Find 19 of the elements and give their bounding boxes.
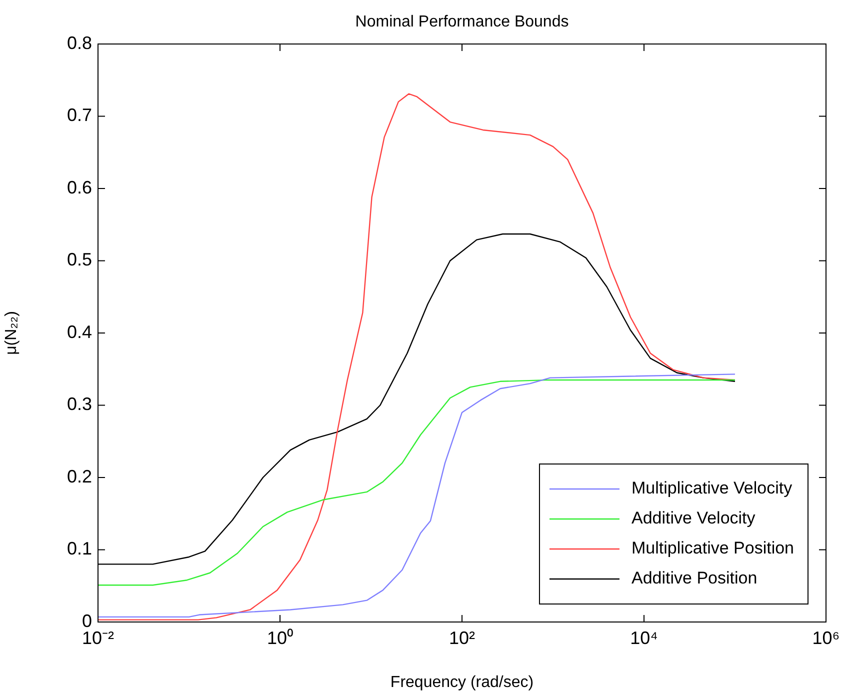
x-tick-label: 10⁴ [630, 628, 658, 648]
x-tick-label: 10⁶ [812, 628, 840, 648]
legend-label: Additive Position [631, 568, 758, 588]
x-tick-label: 10² [448, 628, 476, 648]
y-tick-label: 0.1 [66, 538, 92, 559]
y-tick-label: 0.2 [66, 466, 92, 486]
y-axis-title: μ(N₂₂) [3, 311, 20, 355]
legend-label: Multiplicative Velocity [631, 478, 793, 498]
x-tick-label: 10⁰ [266, 628, 294, 648]
y-tick-label: 0.8 [66, 32, 92, 53]
legend-label: Additive Velocity [631, 508, 756, 528]
y-tick-label: 0.7 [66, 105, 92, 126]
y-tick-label: 0.3 [66, 394, 92, 414]
y-tick-label: 0.5 [66, 250, 92, 270]
x-axis-title: Frequency (rad/sec) [390, 674, 534, 691]
y-tick-label: 0.6 [66, 177, 92, 198]
chart-title: Nominal Performance Bounds [355, 13, 569, 30]
y-tick-label: 0.4 [66, 322, 92, 342]
legend-label: Multiplicative Position [631, 538, 794, 558]
